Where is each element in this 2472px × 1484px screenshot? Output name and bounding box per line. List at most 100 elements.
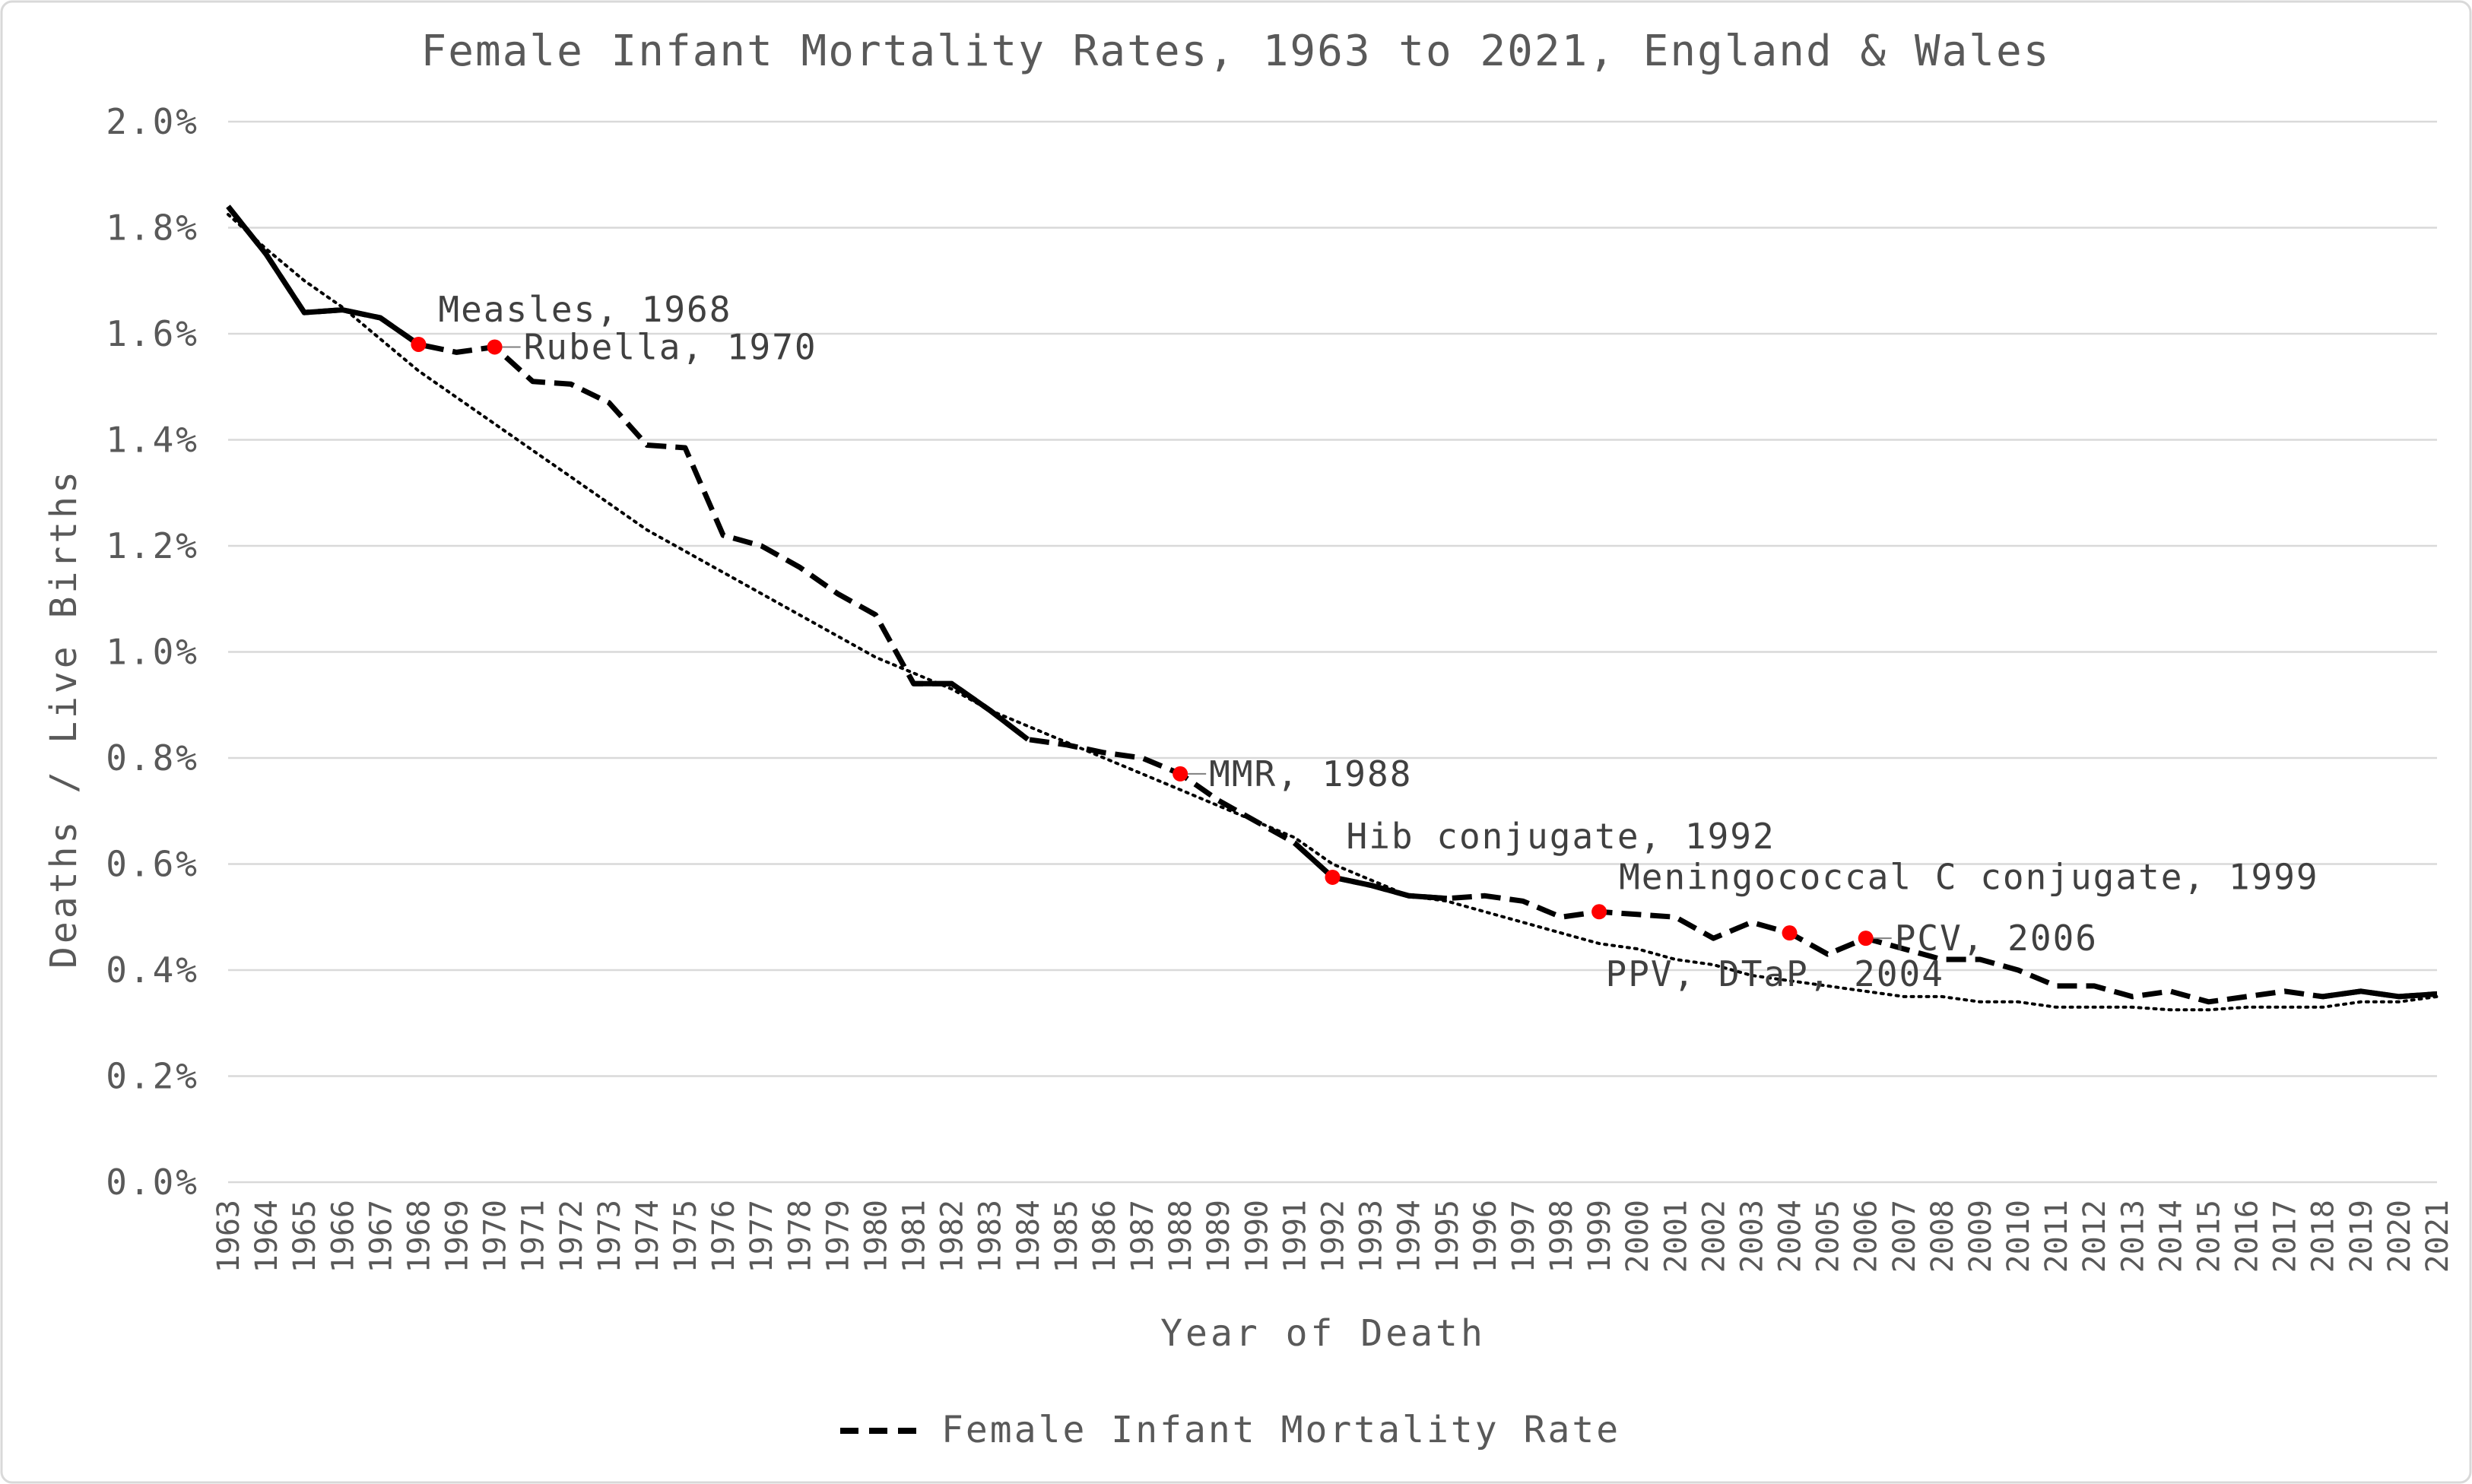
x-tick-label: 1999	[1582, 1200, 1617, 1273]
annotation-marker	[487, 339, 503, 355]
y-tick-label: 0.4%	[106, 950, 199, 991]
trend-line	[227, 213, 2439, 1012]
x-tick-label: 1969	[440, 1200, 475, 1273]
x-tick-label: 1968	[401, 1200, 436, 1273]
x-tick-label: 1997	[1506, 1200, 1541, 1273]
x-tick-label: 2021	[2420, 1200, 2455, 1273]
annotation-marker	[411, 336, 427, 352]
x-tick-label: 1965	[287, 1200, 322, 1273]
x-tick-label: 1987	[1125, 1200, 1160, 1273]
series-line-solid-segment	[226, 205, 420, 347]
annotation-label: PCV, 2006	[1895, 918, 2098, 959]
annotation-marker	[1591, 904, 1607, 920]
x-tick-label: 1988	[1163, 1200, 1198, 1273]
x-tick-label: 2013	[2115, 1200, 2150, 1273]
x-tick-label: 2011	[2039, 1200, 2074, 1273]
x-tick-label: 1991	[1277, 1200, 1312, 1273]
x-tick-label: 1995	[1430, 1200, 1465, 1273]
x-tick-label: 2017	[2268, 1200, 2303, 1273]
annotation-marker	[1782, 925, 1798, 941]
series-line-solid-segment	[913, 680, 1030, 742]
x-axis-label: Year of Death	[1160, 1312, 1486, 1355]
x-tick-label: 1978	[782, 1200, 817, 1273]
annotation-label: Rubella, 1970	[524, 326, 817, 367]
x-tick-label: 1981	[897, 1200, 932, 1273]
x-tick-label: 1982	[935, 1200, 970, 1273]
series-line-solid-segment	[1293, 841, 1448, 902]
x-tick-label: 2020	[2382, 1200, 2417, 1273]
x-tick-label: 2001	[1658, 1200, 1693, 1273]
series-line-solid-segment	[2322, 988, 2438, 1000]
annotation-label: PPV, DTaP, 2004	[1606, 953, 1944, 994]
x-tick-label: 2007	[1887, 1200, 1922, 1273]
annotation-marker	[1173, 766, 1188, 782]
annotation-label: Meningococcal C conjugate, 1999	[1619, 856, 2319, 897]
x-tick-label: 2008	[1925, 1200, 1960, 1273]
x-tick-label: 2005	[1811, 1200, 1846, 1273]
annotation-marker	[1325, 869, 1341, 885]
x-tick-label: 1970	[478, 1200, 513, 1273]
chart-title: Female Infant Mortality Rates, 1963 to 2…	[421, 27, 2051, 76]
y-tick-label: 1.4%	[106, 420, 199, 461]
x-tick-label: 1979	[820, 1200, 855, 1273]
x-tick-label: 2000	[1620, 1200, 1655, 1273]
x-tick-label: 2004	[1773, 1200, 1808, 1273]
x-tick-label: 1972	[554, 1200, 589, 1273]
x-tick-label: 1975	[668, 1200, 703, 1273]
x-tick-label: 1992	[1316, 1200, 1351, 1273]
x-tick-label: 2016	[2230, 1200, 2265, 1273]
x-tick-label: 1980	[858, 1200, 893, 1273]
gridlines	[228, 120, 2437, 1184]
x-tick-label: 1976	[706, 1200, 741, 1273]
x-tick-label: 1966	[325, 1200, 360, 1273]
x-tick-label: 1967	[363, 1200, 398, 1273]
x-tick-label: 2018	[2306, 1200, 2341, 1273]
x-tick-label: 1964	[249, 1200, 284, 1273]
x-tick-label: 1993	[1354, 1200, 1389, 1273]
x-tick-label: 1977	[744, 1200, 779, 1273]
x-tick-label: 2014	[2153, 1200, 2188, 1273]
y-tick-label: 1.8%	[106, 208, 199, 249]
y-tick-label: 0.0%	[106, 1162, 199, 1203]
x-tick-label: 1994	[1392, 1200, 1427, 1273]
y-tick-label: 0.8%	[106, 737, 199, 778]
y-axis-label: Deaths / Live Births	[43, 468, 85, 969]
x-tick-label: 1996	[1468, 1200, 1503, 1273]
legend-label: Female Infant Mortality Rate	[941, 1409, 1620, 1451]
y-tick-label: 1.6%	[106, 313, 199, 354]
y-tick-label: 0.2%	[106, 1056, 199, 1097]
x-tick-label: 1985	[1049, 1200, 1084, 1273]
x-tick-label: 2006	[1849, 1200, 1884, 1273]
annotation-markers	[411, 336, 1874, 947]
x-tick-label: 2009	[1963, 1200, 1998, 1273]
x-tick-label: 1989	[1201, 1200, 1236, 1273]
x-tick-label: 1971	[516, 1200, 551, 1273]
y-tick-label: 1.0%	[106, 632, 199, 673]
x-tick-label: 1963	[211, 1200, 246, 1273]
y-tick-label: 0.6%	[106, 844, 199, 885]
annotation-label: Hib conjugate, 1992	[1347, 816, 1775, 857]
x-tick-label: 1990	[1239, 1200, 1274, 1273]
x-axis-ticks: 1963 1964 1965 1966 1967 1968 1969 1970 1971 1972…	[211, 1200, 2455, 1273]
annotation-label: Measles, 1968	[438, 289, 731, 330]
y-axis-ticks: 0.0% 0.2% 0.4% 0.6% 0.8% 1.0% 1.2% 1.4% 1.6% 1.8%…	[106, 101, 199, 1203]
x-tick-label: 1983	[973, 1200, 1008, 1273]
y-tick-label: 2.0%	[106, 101, 199, 142]
x-tick-label: 2003	[1734, 1200, 1769, 1273]
series-layer	[226, 205, 2439, 1012]
annotation-marker	[1858, 931, 1874, 947]
x-tick-label: 1974	[630, 1200, 665, 1273]
series-line-female-infant-mortality	[226, 205, 2438, 1005]
x-tick-label: 1986	[1087, 1200, 1122, 1273]
x-tick-label: 2019	[2344, 1200, 2379, 1273]
x-tick-label: 2010	[2001, 1200, 2036, 1273]
y-tick-label: 1.2%	[106, 525, 199, 566]
x-tick-label: 1998	[1544, 1200, 1579, 1273]
x-tick-label: 1973	[592, 1200, 627, 1273]
x-tick-label: 2012	[2077, 1200, 2112, 1273]
x-tick-label: 2015	[2191, 1200, 2226, 1273]
